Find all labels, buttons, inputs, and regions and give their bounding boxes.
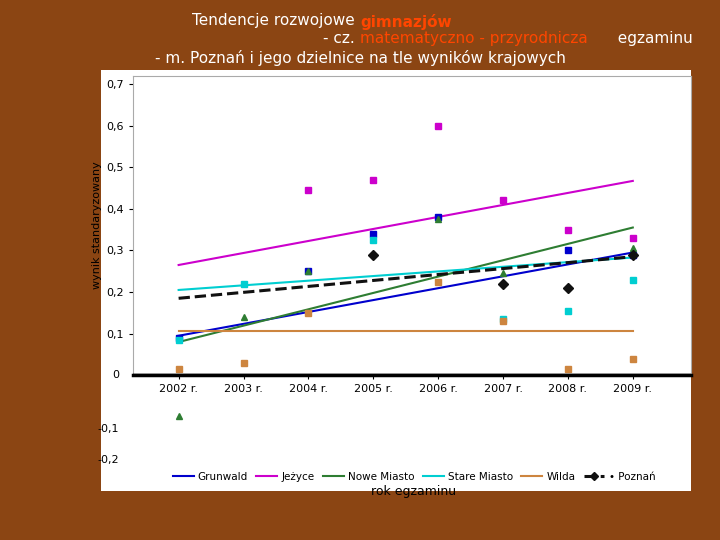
Text: 0: 0	[112, 370, 119, 380]
Legend: Grunwald, Jeżyce, Nowe Miasto, Stare Miasto, Wilda, • Poznań: Grunwald, Jeżyce, Nowe Miasto, Stare Mia…	[168, 468, 660, 486]
Text: rok egzaminu: rok egzaminu	[372, 485, 456, 498]
Text: -0,2: -0,2	[97, 455, 119, 465]
Text: - cz.: - cz.	[323, 31, 360, 46]
Text: gimnazjów: gimnazjów	[360, 14, 451, 30]
Text: egzaminu: egzaminu	[608, 31, 693, 46]
Text: matematyczno - przyrodnicza: matematyczno - przyrodnicza	[360, 31, 588, 46]
Text: Tendencje rozwojowe: Tendencje rozwojowe	[192, 14, 360, 29]
Y-axis label: wynik standaryzowany: wynik standaryzowany	[92, 161, 102, 289]
Text: - m. Poznań i jego dzielnice na tle wyników krajowych: - m. Poznań i jego dzielnice na tle wyni…	[155, 50, 565, 66]
Text: -0,1: -0,1	[97, 424, 119, 434]
